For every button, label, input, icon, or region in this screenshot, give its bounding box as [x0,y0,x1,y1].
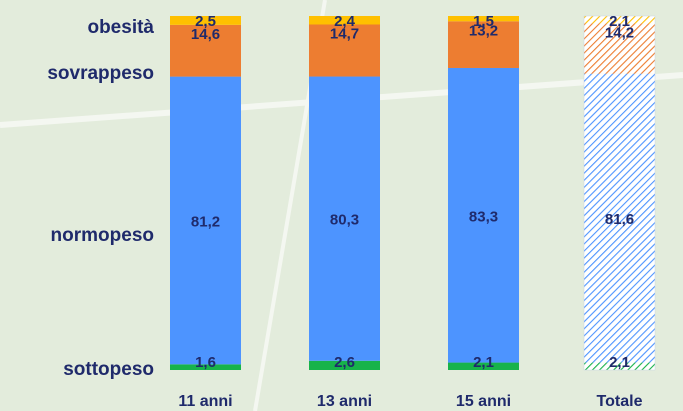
bar-outline [583,15,656,371]
value-label: 2,1 [609,354,630,371]
value-label: 2,4 [334,13,356,30]
x-tick-label: 13 anni [317,393,372,410]
bar-segment-sottopeso [170,364,241,370]
legend-item: sovrappeso [47,63,154,84]
bar-segment-sovrappeso [309,24,380,77]
bar-segment-normopeso [170,76,241,365]
legend-item: sottopeso [63,359,154,380]
value-label: 14,6 [191,26,220,43]
bar-segment-sottopeso [309,360,380,370]
bar-segment-obesit [584,16,655,24]
bar-segment-obesit [448,16,519,22]
value-label: 80,3 [330,212,359,229]
value-label: 14,2 [605,24,634,41]
bar-segment-sottopeso [448,362,519,370]
bar-segment-sovrappeso [584,23,655,74]
bar-segment-sovrappeso [170,24,241,77]
value-label: 1,5 [473,13,494,30]
value-label: 2,6 [334,354,355,371]
legend-item: normopeso [51,225,154,246]
x-tick-label: 11 anni [178,393,232,410]
x-tick-label: 15 anni [456,393,511,410]
legend-item: obesità [87,17,154,38]
bar-segment-sottopeso [584,362,655,370]
x-axis-labels: 11 anni 13 anni 15 anni Totale [178,393,642,410]
value-label: 81,2 [191,213,220,230]
value-label: 1,6 [195,354,216,371]
value-label: 14,7 [330,26,359,43]
bar-segment-normopeso [584,73,655,363]
value-labels: 1,681,214,62,52,680,314,72,42,183,313,21… [191,13,634,371]
value-label: 83,3 [469,208,498,225]
bar-segment-normopeso [309,76,380,361]
series-legend: sottopeso normopeso sovrappeso obesità [47,17,154,380]
value-label: 13,2 [469,22,498,39]
value-label: 81,6 [605,211,634,228]
bar-segment-sovrappeso [448,21,519,68]
bar-segment-obesit [309,16,380,25]
bars [170,15,656,371]
x-tick-label: Totale [597,393,643,410]
value-label: 2,1 [473,354,494,371]
value-label: 2,1 [609,13,630,30]
value-label: 2,5 [195,13,216,30]
bar-segment-normopeso [448,67,519,363]
bar-segment-obesit [170,16,241,25]
